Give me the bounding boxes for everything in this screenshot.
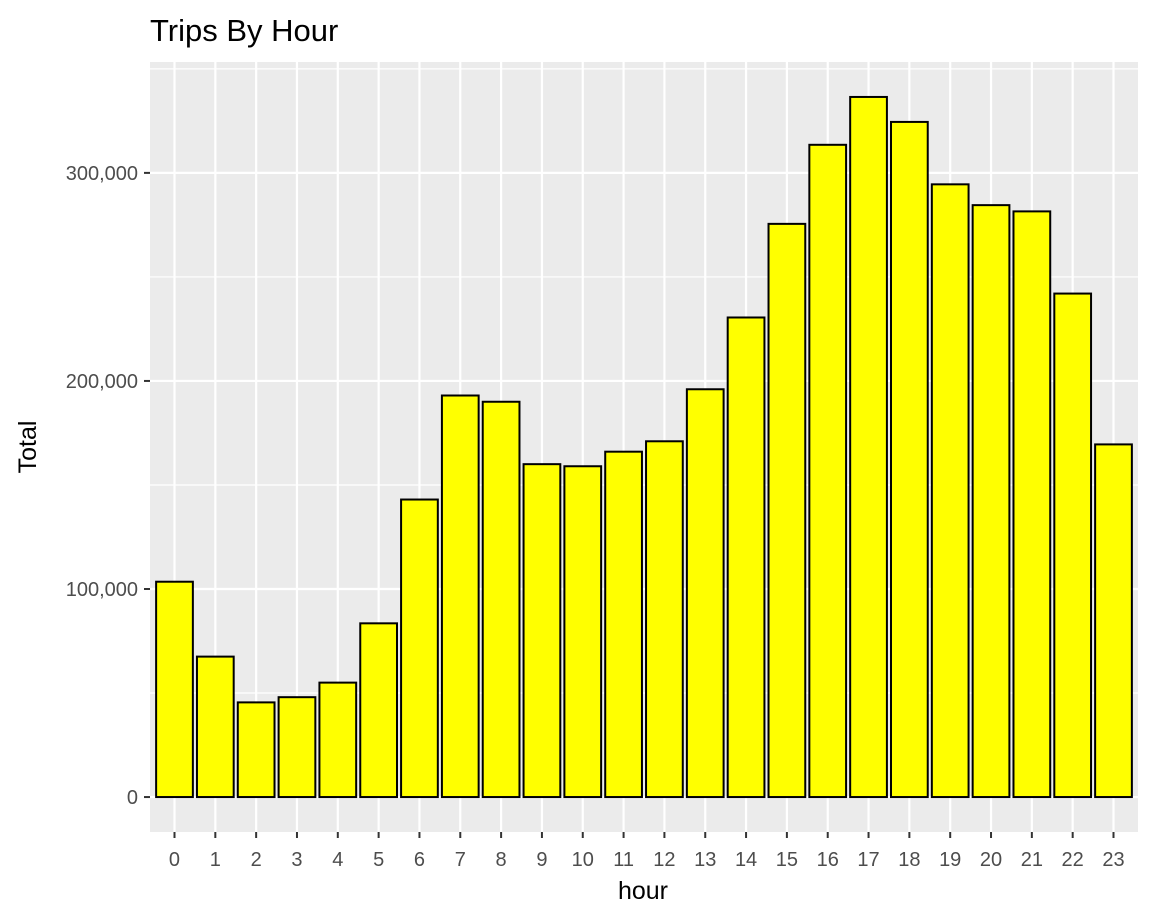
bar-hour-3 [277,696,317,799]
y-axis: 0 100,000 200,000 300,000 [66,163,150,809]
bar-hour-10 [563,465,603,799]
x-tick-label: 1 [210,849,221,871]
x-tick-label: 22 [1062,849,1084,871]
bar-hour-17 [849,95,888,799]
bar-hour-16 [808,143,848,799]
x-tick-label: 21 [1021,849,1043,871]
x-tick-label: 7 [455,849,466,871]
bars [155,95,1133,799]
bar-hour-9 [522,463,562,799]
bar-hour-5 [359,622,398,799]
x-tick-label: 8 [496,849,507,871]
y-tick-label: 300,000 [66,163,138,185]
x-tick-label: 5 [373,849,384,871]
bar-hour-19 [930,183,970,799]
x-tick-label: 19 [939,849,961,871]
x-tick-label: 6 [414,849,425,871]
bar-hour-2 [236,701,276,799]
x-tick-label: 16 [817,849,839,871]
y-tick-label: 200,000 [66,371,138,393]
chart-title: Trips By Hour [150,13,338,48]
x-tick-label: 17 [857,849,879,871]
x-tick-label: 18 [898,849,920,871]
bar-hour-8 [481,400,521,799]
bar-hour-18 [890,120,929,799]
bar-hour-20 [971,204,1011,799]
x-tick-label: 12 [653,849,675,871]
x-tick-label: 14 [735,849,757,871]
bar-hour-11 [604,450,643,799]
bar-hour-23 [1094,443,1133,799]
bar-hour-6 [400,498,439,799]
y-tick-label: 0 [127,787,138,809]
bar-hour-7 [440,394,480,799]
bar-hour-21 [1012,210,1052,799]
x-tick-label: 4 [332,849,343,871]
x-axis-title: hour [618,877,668,905]
x-axis: 0 1 2 3 4 5 6 7 8 9 10 11 12 13 14 15 16 17 18 19 20 21 22 23 [169,832,1125,871]
bar-hour-12 [645,440,684,799]
x-tick-label: 20 [980,849,1002,871]
bar-hour-0 [155,580,194,799]
bar-hour-15 [767,222,807,799]
bar-hour-1 [195,655,235,799]
y-axis-title: Total [14,421,42,474]
x-tick-label: 0 [169,849,180,871]
x-tick-label: 23 [1102,849,1124,871]
x-tick-label: 2 [251,849,262,871]
bar-hour-22 [1053,292,1093,799]
bar-hour-14 [726,316,766,799]
bar-hour-13 [685,388,725,799]
x-tick-label: 13 [694,849,716,871]
x-tick-label: 9 [536,849,547,871]
y-tick-label: 100,000 [66,579,138,601]
x-tick-label: 11 [613,849,634,871]
x-tick-label: 10 [572,849,594,871]
x-tick-label: 15 [776,849,798,871]
bar-hour-4 [318,681,358,799]
x-tick-label: 3 [291,849,302,871]
